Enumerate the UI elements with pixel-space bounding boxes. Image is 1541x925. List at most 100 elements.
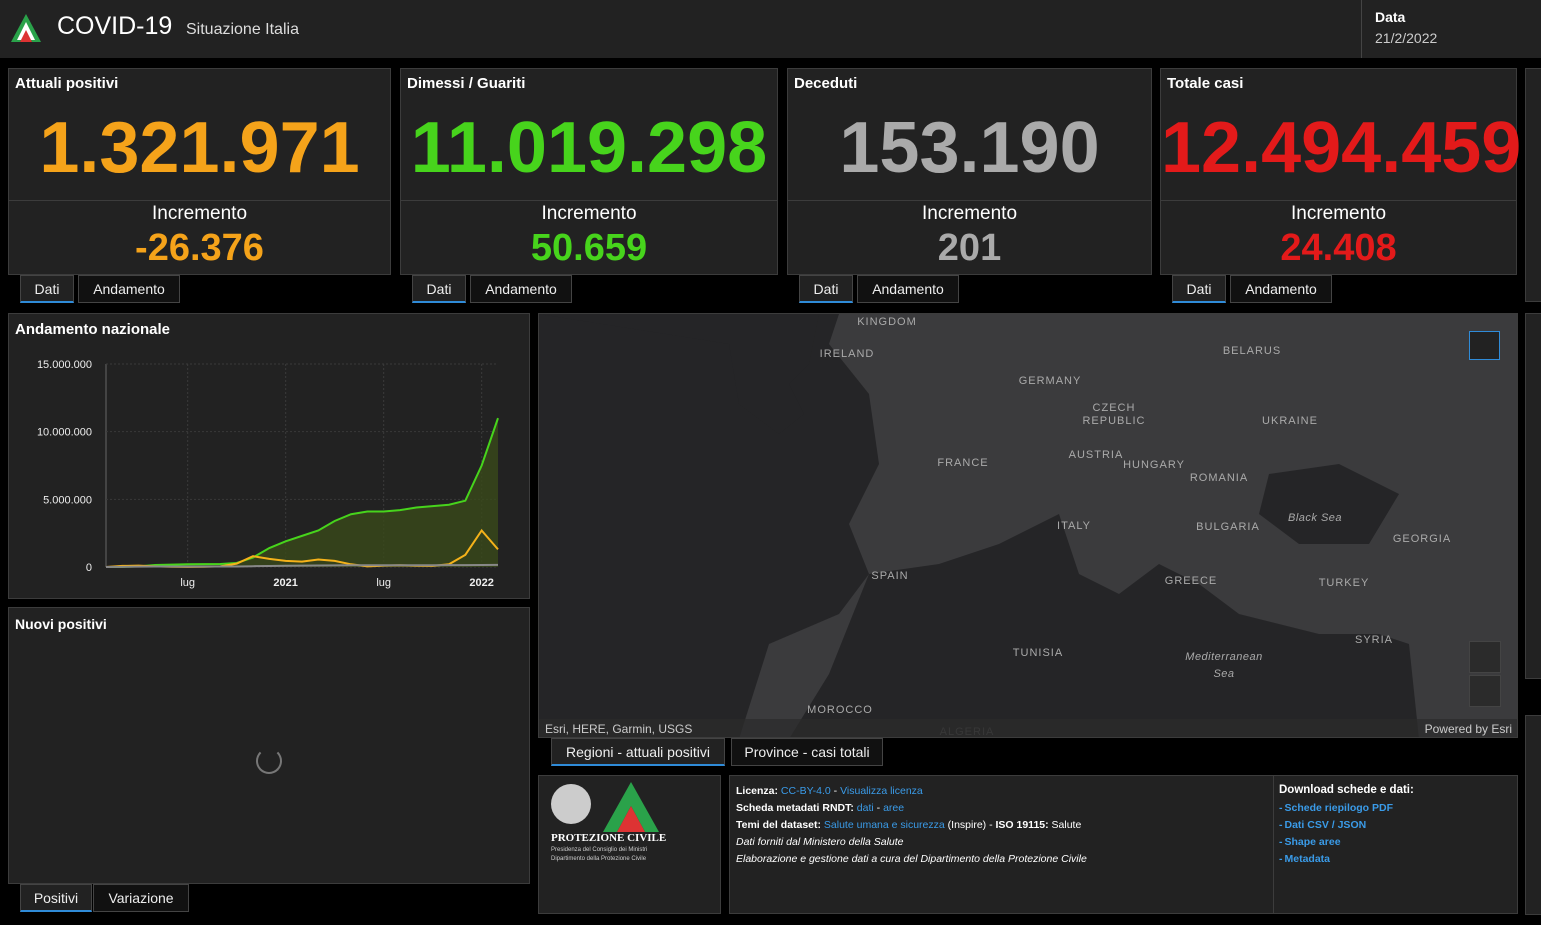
x-tick-label: lug	[376, 577, 391, 589]
area	[106, 418, 498, 567]
sea	[539, 314, 819, 434]
bullet: -	[1279, 836, 1283, 848]
legend-button[interactable]	[1469, 331, 1500, 360]
info-text[interactable]: Visualizza licenza	[840, 785, 923, 797]
bullet: -	[1279, 819, 1283, 831]
map-label: KINGDOM	[857, 316, 917, 328]
tab[interactable]: Andamento	[1230, 275, 1332, 303]
line-chart: 0 5.000.000 10.000.000 15.000.000 lug 2021 lug…	[37, 359, 499, 589]
tab[interactable]: Dati	[799, 275, 853, 303]
map-canvas: KINGDOM IRELAND BELARUS GERMANY CZECHREPUBLI…	[539, 314, 1517, 737]
download-link[interactable]: Metadata	[1284, 853, 1331, 865]
card-title: Dimessi / Guariti	[407, 75, 526, 92]
stat-card: Attuali positivi 1.321.971 Incremento -26.3…	[8, 68, 391, 275]
info-panel: Licenza: CC-BY-4.0 - Visualizza licenza S…	[729, 775, 1518, 914]
increment-label: Incremento	[921, 203, 1018, 224]
map-label: HUNGARY	[1123, 459, 1185, 471]
map-label: Sea	[1213, 668, 1234, 680]
card-value: 12.494.459	[1161, 108, 1522, 188]
sea	[790, 514, 1419, 737]
card-title: Attuali positivi	[15, 75, 119, 92]
tab[interactable]: Regioni - attuali positivi	[551, 738, 725, 766]
increment-value: 201	[937, 227, 1002, 269]
bullet: -	[1279, 853, 1283, 865]
info-text: ISO 19115:	[995, 819, 1049, 831]
zoom-icons	[1477, 336, 1495, 692]
logo-shape	[603, 782, 659, 832]
side-panel	[1525, 313, 1541, 679]
download-item: - Schede riepilogo PDF	[1279, 802, 1393, 814]
tab[interactable]: Positivi	[20, 884, 92, 912]
card-value: 153.190	[839, 108, 1100, 188]
card-value: 11.019.298	[410, 108, 768, 188]
map-label: AUSTRIA	[1069, 449, 1124, 461]
logo-shape	[617, 806, 645, 832]
map-label: GEORGIA	[1393, 533, 1451, 545]
zoom-out[interactable]	[1469, 675, 1501, 707]
y-tick-label: 0	[86, 562, 92, 574]
tab[interactable]: Andamento	[470, 275, 572, 303]
map-label: IRELAND	[820, 348, 875, 360]
download-item: - Shape aree	[1279, 836, 1341, 848]
org-sub: Presidenza del Consiglio dei Ministri	[551, 847, 648, 853]
line	[105, 417, 499, 568]
tab[interactable]: Andamento	[857, 275, 959, 303]
chart-title: Andamento nazionale	[15, 321, 171, 338]
tab[interactable]: Variazione	[93, 884, 189, 912]
map-label: TURKEY	[1319, 577, 1370, 589]
logo-icon	[603, 782, 659, 832]
increment-value: 50.659	[530, 227, 648, 269]
logo-panel: PROTEZIONE CIVILE Presidenza del Consigli…	[538, 775, 721, 914]
increment-value: -26.376	[135, 227, 264, 269]
y-tick-label: 15.000.000	[37, 359, 92, 371]
increment-label: Incremento	[151, 203, 248, 224]
spinner	[256, 748, 282, 774]
info-text: Scheda metadati RNDT:	[736, 802, 854, 814]
tab[interactable]: Dati	[412, 275, 466, 303]
map-label: FRANCE	[937, 457, 988, 469]
tab[interactable]: Dati	[20, 275, 74, 303]
map-label: BELARUS	[1223, 345, 1281, 357]
map-label: GERMANY	[1019, 375, 1082, 387]
divider	[9, 200, 390, 201]
card-title: Deceduti	[794, 75, 858, 92]
tab[interactable]: Province - casi totali	[731, 738, 883, 766]
info-text[interactable]: aree	[883, 802, 905, 814]
info-text: Salute	[1048, 819, 1082, 831]
map-label: ROMANIA	[1190, 472, 1248, 484]
date-label: Data	[1375, 9, 1406, 25]
side-panel	[1525, 715, 1541, 915]
download-link[interactable]: Dati CSV / JSON	[1284, 819, 1367, 831]
download-item: - Dati CSV / JSON	[1279, 819, 1366, 831]
title: COVID-19	[57, 12, 173, 40]
map-label: GREECE	[1165, 575, 1217, 587]
info-line: Scheda metadati RNDT: dati - aree	[736, 802, 904, 814]
info-text: -	[830, 785, 841, 797]
map-label: REPUBLIC	[1082, 415, 1145, 427]
zoom-in[interactable]	[1469, 641, 1501, 673]
download-link[interactable]: Shape aree	[1284, 836, 1341, 848]
divider	[1161, 200, 1516, 201]
date: 21/2/2022	[1375, 30, 1438, 46]
tab[interactable]: Andamento	[78, 275, 180, 303]
info-text[interactable]: CC-BY-4.0	[778, 785, 831, 797]
info-text[interactable]: Salute umana e sicurezza	[821, 819, 945, 831]
info-text[interactable]: dati	[853, 802, 874, 814]
map-label: TUNISIA	[1013, 647, 1063, 659]
emblem	[551, 784, 591, 824]
download-item: - Metadata	[1279, 853, 1330, 865]
y-tick-label: 10.000.000	[37, 427, 92, 439]
divider	[1273, 776, 1274, 913]
divider	[788, 200, 1151, 201]
map-label: Mediterranean	[1185, 651, 1262, 663]
tab[interactable]: Dati	[1172, 275, 1226, 303]
info-text: Dati forniti dal Ministero della Salute	[736, 836, 904, 848]
subtitle: Situazione Italia	[186, 21, 299, 38]
powered-by: Powered by Esri	[1425, 722, 1512, 736]
attribution: Esri, HERE, Garmin, USGS	[545, 722, 692, 736]
info-line: Dati forniti dal Ministero della Salute	[736, 836, 904, 848]
x-tick-label: lug	[180, 577, 195, 589]
download-link[interactable]: Schede riepilogo PDF	[1284, 802, 1394, 814]
x-tick-label: 2022	[469, 577, 493, 589]
increment-value: 24.408	[1280, 227, 1397, 269]
